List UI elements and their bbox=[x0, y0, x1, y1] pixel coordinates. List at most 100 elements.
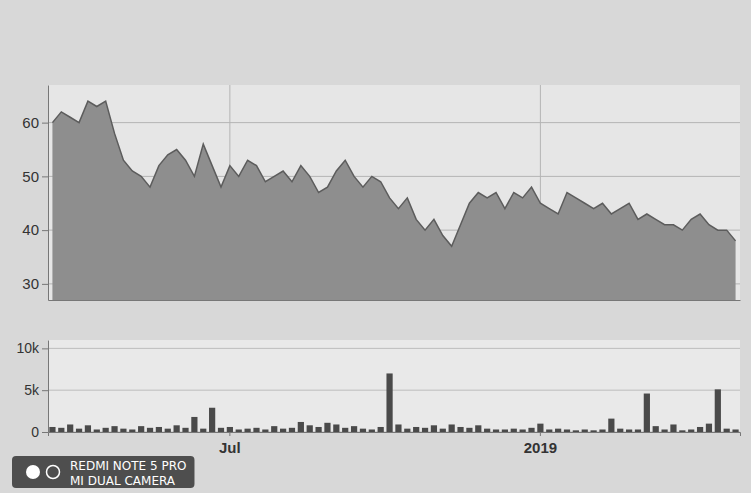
tick-mark bbox=[42, 390, 48, 391]
tick: 10k bbox=[16, 340, 48, 356]
tick-mark bbox=[42, 230, 48, 231]
volume-bar bbox=[103, 428, 109, 432]
volume-bar bbox=[484, 429, 490, 432]
volume-bar bbox=[378, 427, 384, 432]
volume-bar bbox=[111, 426, 117, 432]
volume-bar bbox=[608, 419, 614, 432]
tick-label: 60 bbox=[22, 114, 39, 131]
volume-bar bbox=[280, 429, 286, 432]
volume-bar bbox=[644, 394, 650, 432]
tick-label: 2019 bbox=[524, 439, 557, 456]
volume-bar bbox=[271, 426, 277, 432]
volume-bar bbox=[200, 429, 206, 432]
plot-background bbox=[48, 340, 740, 432]
axis-line bbox=[48, 341, 49, 433]
price-line bbox=[52, 101, 735, 246]
y-grid bbox=[48, 176, 740, 177]
volume-bar bbox=[49, 427, 55, 432]
x-axis: Jul 2019 bbox=[49, 432, 741, 456]
volume-bar bbox=[617, 429, 623, 432]
volume-bar bbox=[457, 427, 463, 432]
watermark-background bbox=[12, 456, 194, 488]
plot-background bbox=[48, 85, 740, 300]
volume-bar bbox=[182, 428, 188, 432]
plot-area bbox=[49, 373, 738, 432]
y-grid bbox=[48, 348, 740, 349]
annotation: MI DUAL CAMERA bbox=[70, 474, 176, 488]
tick-mark bbox=[42, 284, 48, 285]
tick-mark bbox=[42, 123, 48, 124]
volume-bar bbox=[369, 429, 375, 432]
volume-bar bbox=[679, 430, 685, 432]
y-axis: 0 5k 10k bbox=[16, 340, 48, 440]
tick-label: 10k bbox=[16, 340, 40, 356]
tick: 50 bbox=[22, 168, 48, 185]
volume-bar bbox=[475, 425, 481, 432]
volume-bar bbox=[174, 425, 180, 432]
volume-bar bbox=[697, 427, 703, 432]
tick-label: 50 bbox=[22, 168, 39, 185]
volume-bar bbox=[333, 424, 339, 432]
volume-bar bbox=[360, 429, 366, 432]
volume-bar bbox=[227, 427, 233, 432]
volume-bar bbox=[466, 428, 472, 432]
volume-bar bbox=[351, 426, 357, 432]
volume-bar bbox=[386, 373, 392, 432]
volume-bar bbox=[236, 429, 242, 432]
volume-bar bbox=[582, 429, 588, 432]
volume-bar bbox=[732, 429, 738, 432]
volume-bar bbox=[493, 429, 499, 432]
volume-bar bbox=[626, 429, 632, 432]
volume-bar bbox=[253, 428, 259, 432]
volume-bar bbox=[289, 428, 295, 432]
tick: 0 bbox=[31, 424, 48, 440]
volume-bar bbox=[599, 429, 605, 432]
y-grid bbox=[48, 390, 740, 391]
volume-bar bbox=[537, 424, 543, 432]
volume-bar bbox=[395, 424, 401, 432]
volume-bar bbox=[502, 429, 508, 432]
watermark-ring bbox=[47, 466, 60, 479]
volume-bar bbox=[546, 429, 552, 432]
volume-bar bbox=[315, 427, 321, 432]
volume-bar bbox=[262, 429, 268, 432]
volume-bar bbox=[520, 429, 526, 432]
tick: 30 bbox=[22, 275, 48, 292]
watermark: REDMI NOTE 5 PROMI DUAL CAMERA bbox=[12, 456, 194, 488]
volume-bar bbox=[94, 429, 100, 432]
tick: 2019 bbox=[524, 432, 557, 456]
chart: 30 40 50 60 0 5k 10k Jul 2019 REDMI NOTE 5 PROMI … bbox=[0, 0, 751, 493]
volume-bar bbox=[724, 429, 730, 432]
volume-bar bbox=[156, 427, 162, 432]
volume-bar bbox=[129, 429, 135, 432]
tick-label: 30 bbox=[22, 275, 39, 292]
tick: 5k bbox=[24, 382, 48, 398]
volume-bar bbox=[165, 429, 171, 432]
tick: Jul bbox=[219, 432, 241, 456]
volume-bar bbox=[653, 426, 659, 432]
volume-bar bbox=[511, 429, 517, 432]
volume-bar bbox=[218, 428, 224, 432]
volume-bar bbox=[209, 408, 215, 432]
volume-bar bbox=[449, 424, 455, 432]
y-grid bbox=[48, 122, 740, 123]
tick: 40 bbox=[22, 221, 48, 238]
volume-bar bbox=[404, 429, 410, 432]
volume-bar bbox=[440, 429, 446, 432]
volume-bar bbox=[342, 428, 348, 432]
axis-line bbox=[48, 86, 49, 301]
y-axis: 30 40 50 60 bbox=[22, 86, 48, 301]
tick-mark bbox=[42, 348, 48, 349]
volume-bar bbox=[670, 424, 676, 432]
volume-bar bbox=[573, 430, 579, 432]
volume-bar bbox=[138, 426, 144, 432]
tick-label: 5k bbox=[24, 382, 40, 398]
watermark-dot bbox=[26, 465, 40, 479]
volume-bar bbox=[555, 429, 561, 432]
axis-line bbox=[49, 433, 741, 437]
tick-mark bbox=[42, 432, 48, 433]
tick-label: 40 bbox=[22, 221, 39, 238]
volume-bar bbox=[191, 417, 197, 432]
volume-bar bbox=[688, 429, 694, 432]
volume-bar bbox=[413, 427, 419, 432]
